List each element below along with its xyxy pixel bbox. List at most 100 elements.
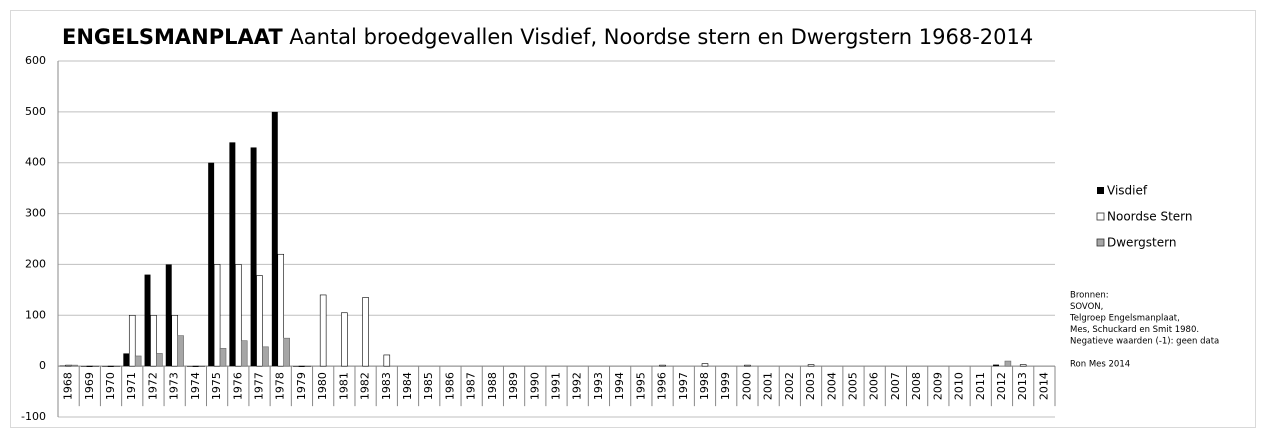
bar — [250, 147, 257, 367]
legend-swatch — [1097, 187, 1104, 194]
x-tick-label: 1992 — [571, 372, 584, 400]
title-bold: ENGELSMANPLAAT — [62, 25, 283, 49]
bar — [134, 355, 142, 367]
x-tick-label: 1973 — [168, 372, 181, 400]
bar — [156, 353, 163, 367]
source-note: Mes, Schuckard en Smit 1980. — [1070, 325, 1199, 335]
x-tick-label: 1988 — [486, 372, 499, 400]
bar — [198, 365, 206, 367]
chart-title: ENGELSMANPLAAT Aantal broedgevallen Visd… — [62, 25, 1033, 49]
x-tick-label: 1978 — [274, 372, 287, 400]
x-tick-label: 1983 — [380, 372, 393, 400]
x-tick-label: 1974 — [189, 372, 202, 400]
y-tick-label: 0 — [39, 359, 46, 372]
x-tick-label: 1981 — [337, 372, 350, 400]
title-rest: Aantal broedgevallen Visdief, Noordse st… — [289, 25, 1033, 49]
bar — [235, 264, 242, 367]
source-note: Telgroep Engelsmanplaat, — [1069, 314, 1180, 324]
bar — [744, 364, 751, 367]
legend-label: Dwergstern — [1107, 236, 1176, 250]
bar — [80, 366, 87, 367]
bar — [993, 364, 999, 367]
x-tick-label: 1976 — [231, 372, 244, 400]
bar — [71, 364, 78, 367]
bar — [102, 366, 109, 367]
bar — [144, 274, 151, 367]
bar — [293, 366, 299, 367]
y-tick-label: 500 — [25, 105, 46, 118]
bar — [1019, 364, 1027, 367]
x-tick-label: 2006 — [868, 372, 881, 400]
x-tick-label: 1995 — [634, 372, 647, 400]
y-tick-label: 200 — [25, 257, 46, 270]
bar — [1004, 360, 1012, 367]
x-tick-label: 2000 — [740, 372, 753, 400]
y-tick-label: 300 — [25, 207, 46, 220]
legend-swatch — [1096, 238, 1105, 247]
x-tick-label: 1982 — [359, 372, 372, 400]
bar — [192, 365, 200, 367]
source-note: Ron Mes 2014 — [1070, 360, 1130, 370]
x-tick-label: 2010 — [953, 372, 966, 400]
bar — [256, 275, 263, 367]
x-tick-label: 2002 — [783, 372, 796, 400]
y-tick-label: 600 — [25, 54, 46, 67]
x-tick-label: 1972 — [146, 372, 159, 400]
y-tick-label: -100 — [21, 410, 46, 423]
x-tick-label: 2013 — [1016, 372, 1029, 400]
bar — [304, 365, 312, 367]
bar — [165, 264, 172, 367]
bar — [277, 253, 285, 367]
x-tick-label: 1994 — [613, 372, 626, 400]
bar — [341, 312, 348, 367]
bar — [659, 364, 666, 367]
bar — [262, 346, 269, 367]
bar — [113, 365, 121, 367]
x-tick-label: 2011 — [974, 372, 987, 400]
x-tick-label: 2003 — [804, 372, 817, 400]
x-tick-label: 1968 — [62, 372, 75, 400]
x-tick-label: 1977 — [253, 372, 266, 400]
bar — [123, 353, 130, 367]
x-tick-label: 1969 — [83, 372, 96, 400]
x-tick-label: 2012 — [995, 372, 1008, 400]
source-note: SOVON, — [1070, 302, 1103, 312]
x-tick-label: 1998 — [698, 372, 711, 400]
bar — [59, 365, 66, 367]
x-tick-label: 1975 — [210, 372, 223, 400]
x-tick-label: 1996 — [656, 372, 669, 400]
x-tick-label: 2005 — [846, 372, 859, 400]
bar — [86, 365, 94, 367]
bar — [283, 337, 290, 367]
bar — [271, 111, 278, 367]
x-tick-label: 1989 — [507, 372, 520, 400]
bar — [177, 335, 184, 367]
x-tick-label: 1986 — [443, 372, 456, 400]
y-tick-label: 100 — [25, 308, 46, 321]
bar — [186, 366, 193, 367]
bar — [240, 340, 248, 367]
bar — [107, 365, 115, 367]
bar — [65, 364, 72, 367]
bar — [219, 348, 227, 367]
x-tick-label: 2008 — [910, 372, 923, 400]
bar — [383, 354, 391, 367]
source-note: Bronnen: — [1070, 291, 1109, 301]
bar — [319, 294, 327, 367]
bar — [229, 142, 236, 367]
x-tick-label: 1987 — [465, 372, 478, 400]
x-tick-label: 2004 — [825, 372, 838, 400]
bar — [171, 314, 178, 367]
y-tick-label: 400 — [25, 156, 46, 169]
x-tick-label: 2014 — [1037, 372, 1050, 400]
x-tick-label: 1997 — [677, 372, 690, 400]
x-tick-label: 1993 — [592, 372, 605, 400]
bar — [807, 364, 815, 367]
bar — [208, 162, 215, 367]
bar — [298, 365, 306, 367]
legend-swatch — [1096, 212, 1105, 221]
source-note: Negatieve waarden (-1): geen data — [1070, 337, 1219, 347]
legend-label: Noordse Stern — [1107, 210, 1192, 224]
x-tick-label: 1999 — [719, 372, 732, 400]
